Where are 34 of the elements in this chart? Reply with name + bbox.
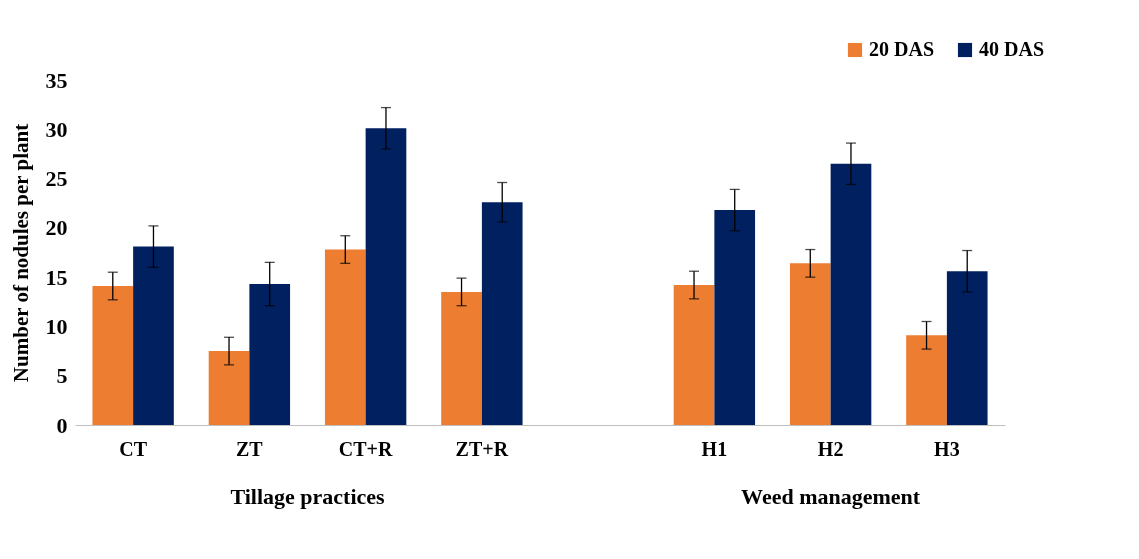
x-tick-label: H3 bbox=[934, 437, 960, 460]
legend-label: 20 DAS bbox=[869, 38, 935, 60]
legend-label: 40 DAS bbox=[979, 38, 1045, 60]
bar bbox=[324, 249, 366, 425]
x-tick-label: ZT+R bbox=[455, 437, 509, 460]
bar bbox=[133, 246, 174, 425]
bar bbox=[441, 291, 482, 425]
bar bbox=[208, 351, 250, 425]
bar bbox=[906, 335, 947, 425]
y-tick-label: 15 bbox=[45, 264, 68, 290]
y-axis-title: Number of nodules per plant bbox=[8, 123, 33, 383]
bar bbox=[714, 210, 756, 425]
y-tick-label: 0 bbox=[56, 412, 68, 438]
y-tick-label: 20 bbox=[45, 215, 68, 241]
y-tick-label: 30 bbox=[45, 116, 68, 142]
text: Weed management bbox=[741, 484, 921, 509]
bar bbox=[673, 285, 715, 425]
bar bbox=[249, 284, 291, 425]
y-tick-label: 10 bbox=[45, 313, 68, 339]
bar bbox=[92, 286, 134, 425]
y-tick-label: 5 bbox=[56, 363, 68, 389]
y-tick-label: 35 bbox=[45, 67, 68, 93]
x-tick-label: H2 bbox=[817, 437, 844, 460]
x-tick-label: CT+R bbox=[338, 437, 393, 460]
bar bbox=[946, 271, 988, 425]
text: Tillage practices bbox=[230, 484, 386, 509]
x-tick-label: CT bbox=[119, 437, 148, 460]
bar bbox=[789, 263, 831, 425]
bar bbox=[365, 128, 407, 425]
y-tick-label: 25 bbox=[45, 166, 68, 192]
x-tick-label: ZT bbox=[236, 437, 264, 460]
bar bbox=[481, 202, 523, 425]
x-tick-label: H1 bbox=[701, 437, 728, 460]
bar bbox=[830, 163, 872, 425]
